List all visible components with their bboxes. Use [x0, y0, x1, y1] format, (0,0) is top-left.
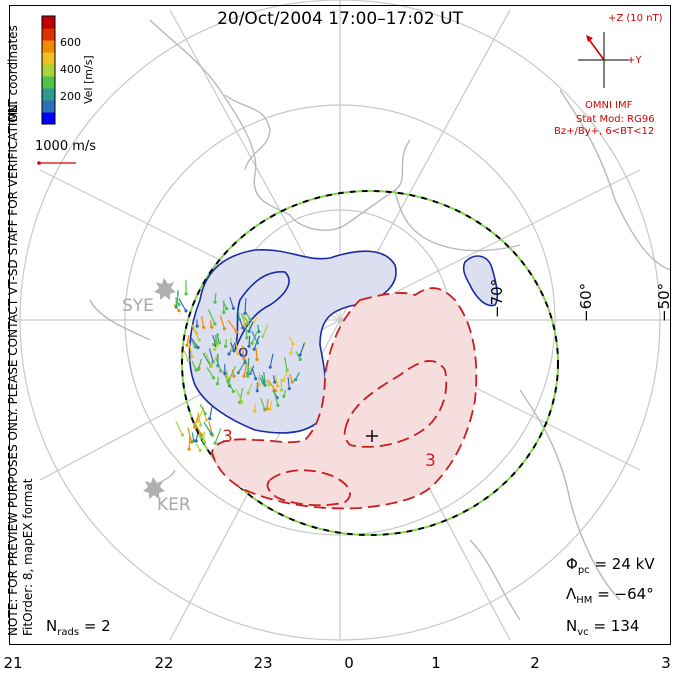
mlt-tick-0: 0: [344, 654, 354, 672]
plot-frame: [9, 5, 671, 645]
phi-pc-symbol: Φ: [566, 555, 578, 573]
stat-model: Stat Mod: RG96: [576, 114, 655, 125]
lambda-hm-symbol: Λ: [566, 585, 576, 603]
mlt-tick-23: 23: [253, 654, 272, 672]
reference-vector-label: 1000 m/s: [35, 139, 96, 154]
radar-count: Nrads = 2: [46, 617, 111, 638]
station-label-sye: SYE: [122, 296, 154, 316]
vector-count: Nvc = 134: [566, 617, 639, 638]
scale-unit-label: Vel [m/s]: [82, 55, 95, 104]
imf-source: OMNI IMF: [585, 100, 632, 111]
imf-z-label: +Z (10 nT): [608, 13, 663, 24]
phi-pc-value: = 24 kV: [594, 555, 654, 573]
n-vc-subscript: vc: [577, 627, 588, 638]
imf-condition: Bz+/By+, 6<BT<12: [554, 126, 654, 137]
latitude-label-70: −70°: [488, 279, 506, 318]
lambda-hm-value: = −64°: [597, 585, 654, 603]
lambda-hm-subscript: HM: [576, 595, 592, 606]
scale-tick-600: 600: [60, 36, 81, 49]
latitude-label-60: −60°: [577, 283, 595, 322]
n-rads-symbol: N: [46, 617, 57, 635]
n-vc-value: = 134: [593, 617, 639, 635]
fit-order-label: FitOrder: 8, mapEX format: [21, 479, 35, 636]
mlt-tick-22: 22: [154, 654, 173, 672]
preview-note: NOTE: FOR PREVIEW PURPOSES ONLY. PLEASE …: [6, 100, 20, 636]
mlt-tick-2: 2: [530, 654, 540, 672]
mlt-tick-3: 3: [661, 654, 671, 672]
mlt-tick-1: 1: [431, 654, 441, 672]
n-vc-symbol: N: [566, 617, 577, 635]
scale-tick-200: 200: [60, 90, 81, 103]
latitude-label-50: −50°: [655, 283, 673, 322]
scale-tick-400: 400: [60, 63, 81, 76]
imf-y-label: +Y: [627, 55, 642, 66]
n-rads-value: = 2: [84, 617, 111, 635]
hm-boundary-latitude: ΛHM = −64°: [566, 585, 654, 606]
cross-polar-potential: Φpc = 24 kV: [566, 555, 655, 576]
phi-pc-subscript: pc: [578, 565, 590, 576]
map-title: 20/Oct/2004 17:00–17:02 UT: [0, 9, 680, 29]
station-label-ker: KER: [157, 495, 191, 515]
n-rads-subscript: rads: [57, 627, 79, 638]
mlt-tick-21: 21: [3, 654, 22, 672]
